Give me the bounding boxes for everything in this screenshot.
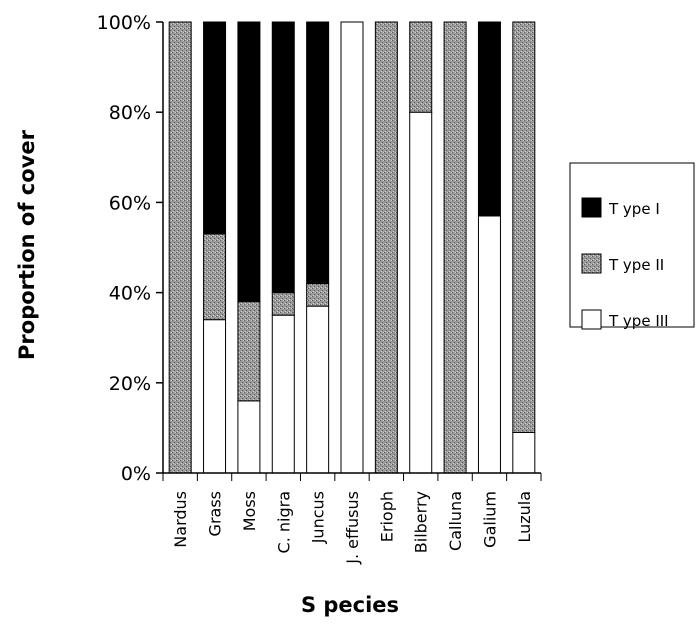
- bar-moss-type-ii: [237, 301, 261, 402]
- legend-label-type-iii: T ype III: [608, 312, 669, 330]
- bar-c-nigra-type-ii: [271, 292, 295, 316]
- bar-bilberry-type-ii: [409, 21, 433, 113]
- bar-galium-type-i: [477, 21, 501, 217]
- legend-label-type-ii: T ype II: [608, 256, 664, 274]
- legend-box: [569, 162, 695, 328]
- bar-bilberry-type-iii: [409, 111, 433, 474]
- bar-luzula-type-iii: [512, 431, 536, 474]
- bar-c-nigra-type-iii: [271, 314, 295, 474]
- x-tick-label: Nardus: [171, 491, 190, 548]
- bar-moss-type-iii: [237, 400, 261, 474]
- x-tick-label: Erioph: [377, 491, 396, 542]
- legend-swatch-type-iii: [581, 309, 602, 330]
- x-tick-label: Galium: [480, 491, 499, 548]
- bar-juncus-type-ii: [306, 283, 330, 307]
- axes-group: Nardus Grass Moss C. nigra Juncus J. effusus E…: [97, 12, 542, 565]
- x-tick-label: C. nigra: [274, 491, 293, 553]
- x-tick-label: Moss: [240, 491, 259, 531]
- bar-juncus-type-iii: [306, 305, 330, 474]
- legend: T ype I T ype II T ype III: [569, 162, 695, 330]
- y-tick-label: 20%: [109, 373, 151, 395]
- bars-group: [168, 21, 536, 474]
- y-tick-label: 60%: [109, 192, 151, 214]
- x-tick-label: Bilberry: [412, 491, 431, 553]
- bar-grass-type-ii: [203, 233, 227, 321]
- bar-luzula-type-ii: [512, 21, 536, 433]
- x-tick-label: Calluna: [446, 491, 465, 551]
- y-tick-label: 80%: [109, 102, 151, 124]
- y-tick-label: 0%: [121, 463, 151, 485]
- x-tick-label: J. effusus: [343, 491, 362, 565]
- bar-calluna-type-ii: [443, 21, 467, 474]
- y-axis-title: Proportion of cover: [15, 129, 39, 360]
- legend-swatch-type-ii: [581, 253, 602, 274]
- bar-nardus-type-ii: [168, 21, 192, 474]
- x-tick-label: Juncus: [309, 491, 328, 544]
- bar-erioph-type-ii: [374, 21, 398, 474]
- bar-galium-type-iii: [477, 215, 501, 474]
- bar-c-nigra-type-i: [271, 21, 295, 294]
- x-tick-label: Grass: [206, 491, 225, 536]
- bar-grass-type-i: [203, 21, 227, 235]
- y-tick-label: 40%: [109, 283, 151, 305]
- bar-j-effusus-type-iii: [340, 21, 364, 474]
- bar-grass-type-iii: [203, 319, 227, 474]
- legend-swatch-type-i: [581, 197, 602, 218]
- bar-juncus-type-i: [306, 21, 330, 285]
- x-axis-title: S pecies: [301, 593, 399, 617]
- x-tick-label: Luzula: [515, 491, 534, 543]
- legend-label-type-i: T ype I: [608, 200, 660, 218]
- y-tick-label: 100%: [97, 12, 151, 34]
- bar-moss-type-i: [237, 21, 261, 303]
